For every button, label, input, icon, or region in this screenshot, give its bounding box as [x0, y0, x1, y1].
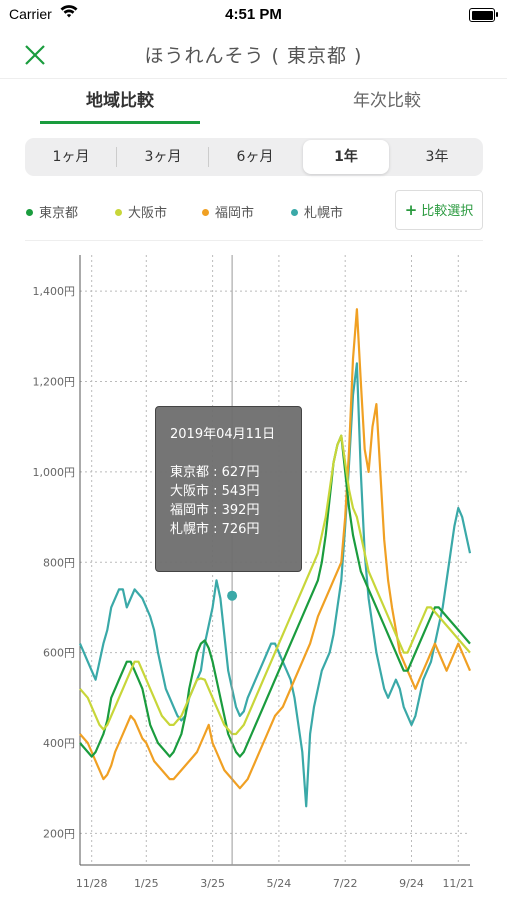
tab-region-compare[interactable]: 地域比較	[40, 84, 200, 124]
segment-1-month[interactable]: 1ヶ月	[52, 149, 90, 165]
legend-item-sapporo: 札幌市	[291, 202, 343, 221]
x-tick-label: 1/25	[134, 877, 159, 890]
x-tick-label: 9/24	[399, 877, 424, 890]
y-tick-label: 1,200円	[33, 376, 76, 389]
battery-icon	[469, 8, 498, 22]
chart-legend: 東京都 大阪市 福岡市 札幌市	[0, 196, 507, 226]
legend-dot	[291, 209, 298, 216]
legend-label: 札幌市	[304, 206, 344, 221]
legend-item-tokyo: 東京都	[26, 202, 78, 221]
status-time: 4:51 PM	[225, 6, 282, 23]
x-tick-label: 11/28	[76, 877, 108, 890]
tooltip-row-fukuoka: 福岡市 : 392円	[170, 503, 260, 518]
period-segmented-control: 1ヶ月 3ヶ月 6ヶ月 1年 3年	[25, 138, 483, 176]
carrier-label: Carrier	[9, 6, 52, 22]
legend-label: 福岡市	[215, 206, 255, 221]
series-line	[79, 308, 472, 790]
legend-item-fukuoka: 福岡市	[202, 202, 254, 221]
y-tick-label: 1,000円	[33, 466, 76, 479]
segment-6-months[interactable]: 6ヶ月	[236, 149, 274, 165]
tab-year-compare[interactable]: 年次比較	[353, 91, 421, 111]
legend-dot	[26, 209, 33, 216]
plus-icon: +	[404, 201, 418, 219]
x-tick-label: 5/24	[267, 877, 292, 890]
divider	[25, 240, 483, 241]
legend-item-osaka: 大阪市	[115, 202, 167, 221]
series-line	[78, 362, 472, 808]
status-bar: Carrier 4:51 PM	[0, 0, 507, 30]
series-line	[79, 434, 471, 758]
x-tick-label: 11/21	[442, 877, 474, 890]
legend-dot	[115, 209, 122, 216]
chart-tooltip: 2019年04月11日 東京都 : 627円 大阪市 : 543円 福岡市 : …	[155, 406, 302, 572]
price-line-chart[interactable]: 200円 400円 600円 800円 1,000円 1,200円 1,400円 11/28 1…	[0, 255, 507, 895]
close-icon[interactable]	[20, 40, 50, 70]
compare-select-label: 比較選択	[421, 204, 474, 219]
tooltip-row-tokyo: 東京都 : 627円	[170, 465, 260, 480]
legend-label: 大阪市	[128, 206, 168, 221]
segment-3-years[interactable]: 3年	[425, 149, 449, 165]
navigation-bar: ほうれんそう ( 東京都 )	[0, 30, 507, 79]
compare-select-button[interactable]: + 比較選択	[395, 190, 483, 230]
legend-label: 東京都	[39, 206, 79, 221]
tooltip-date: 2019年04月11日	[170, 427, 276, 442]
y-tick-label: 1,400円	[33, 285, 76, 298]
series-line	[79, 434, 471, 736]
y-tick-label: 800円	[43, 556, 75, 569]
tooltip-row-osaka: 大阪市 : 543円	[170, 484, 260, 499]
cursor-point	[227, 590, 238, 601]
legend-dot	[202, 209, 209, 216]
y-tick-label: 400円	[43, 737, 75, 750]
wifi-icon	[60, 4, 78, 23]
segment-3-months[interactable]: 3ヶ月	[144, 149, 182, 165]
page-title: ほうれんそう ( 東京都 )	[144, 45, 363, 67]
x-tick-label: 7/22	[333, 877, 358, 890]
tooltip-row-sapporo: 札幌市 : 726円	[170, 522, 260, 537]
y-tick-label: 200円	[43, 827, 75, 840]
x-tick-label: 3/25	[200, 877, 225, 890]
segment-1-year[interactable]: 1年	[303, 140, 389, 174]
tab-bar: 地域比較 年次比較	[0, 84, 507, 124]
y-tick-label: 600円	[43, 647, 75, 660]
